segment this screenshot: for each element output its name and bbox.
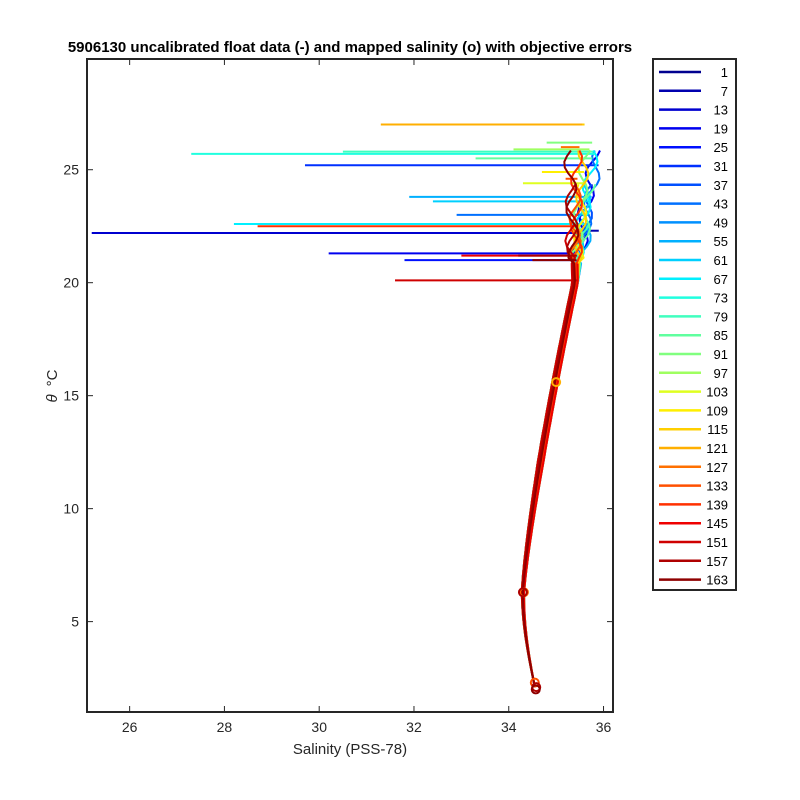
legend-label-13: 13 xyxy=(714,103,728,118)
legend-items: 1 7 13 19 25 31 37 43 49 55 61 67 73 79 85 91 97 103 109 11… xyxy=(659,65,728,588)
legend-label-19: 19 xyxy=(714,121,728,136)
legend-label-121: 121 xyxy=(706,441,728,456)
legend-label-25: 25 xyxy=(714,140,728,155)
y-axis-ticks: 5 10 15 20 25 xyxy=(63,162,613,630)
mapped-salinity-marker xyxy=(529,677,540,688)
x-tick-label: 28 xyxy=(217,719,233,735)
y-tick-label: 25 xyxy=(63,162,79,178)
series-line-163 xyxy=(522,149,580,688)
legend-label-115: 115 xyxy=(707,422,728,437)
mapped-salinity-markers xyxy=(517,377,562,695)
legend: 1 7 13 19 25 31 37 43 49 55 61 67 73 79 85 91 97 103 109 11… xyxy=(652,58,737,591)
plot-area: 26 28 30 32 34 36 5 10 15 20 25 xyxy=(63,58,614,735)
legend-label-79: 79 xyxy=(714,309,728,324)
y-axis-label-symbol: θ xyxy=(44,394,61,402)
svg-text:θ°C: θ °C xyxy=(44,369,61,402)
legend-label-1: 1 xyxy=(721,65,728,80)
legend-label-85: 85 xyxy=(714,328,728,343)
chart-title: 5906130 uncalibrated float data (-) and … xyxy=(68,39,632,56)
x-tick-label: 30 xyxy=(311,719,327,735)
legend-label-91: 91 xyxy=(714,347,728,362)
legend-label-55: 55 xyxy=(714,234,728,249)
legend-label-37: 37 xyxy=(714,178,728,193)
x-tick-label: 34 xyxy=(501,719,517,735)
legend-label-163: 163 xyxy=(706,573,728,588)
x-tick-label: 36 xyxy=(596,719,612,735)
legend-label-67: 67 xyxy=(714,272,728,287)
x-tick-label: 26 xyxy=(122,719,138,735)
legend-label-151: 151 xyxy=(706,535,728,550)
legend-label-61: 61 xyxy=(714,253,728,268)
legend-label-145: 145 xyxy=(706,516,728,531)
y-tick-label: 15 xyxy=(63,388,79,404)
series-group xyxy=(91,123,601,688)
y-tick-label: 20 xyxy=(63,275,79,291)
x-tick-label: 32 xyxy=(406,719,422,735)
legend-label-43: 43 xyxy=(714,197,728,212)
legend-label-49: 49 xyxy=(714,215,728,230)
legend-label-31: 31 xyxy=(714,159,728,174)
legend-label-109: 109 xyxy=(706,403,728,418)
mapped-salinity-marker xyxy=(530,684,541,695)
mapped-salinity-marker xyxy=(551,377,562,388)
legend-label-103: 103 xyxy=(706,385,728,400)
y-axis-label-unit: °C xyxy=(44,369,61,386)
legend-label-133: 133 xyxy=(706,479,728,494)
y-tick-label: 5 xyxy=(71,614,79,630)
mapped-salinity-marker xyxy=(517,587,528,598)
legend-label-139: 139 xyxy=(706,497,728,512)
legend-label-73: 73 xyxy=(714,291,728,306)
y-axis-label: θ °C xyxy=(44,369,61,402)
x-axis-label: Salinity (PSS-78) xyxy=(293,741,407,758)
y-tick-label: 10 xyxy=(63,501,79,517)
plot-background xyxy=(87,59,613,712)
legend-label-7: 7 xyxy=(721,84,728,99)
legend-label-157: 157 xyxy=(706,554,728,569)
plot-frame xyxy=(86,58,614,713)
x-axis-ticks: 26 28 30 32 34 36 xyxy=(122,59,612,735)
legend-label-97: 97 xyxy=(714,366,728,381)
legend-label-127: 127 xyxy=(706,460,728,475)
